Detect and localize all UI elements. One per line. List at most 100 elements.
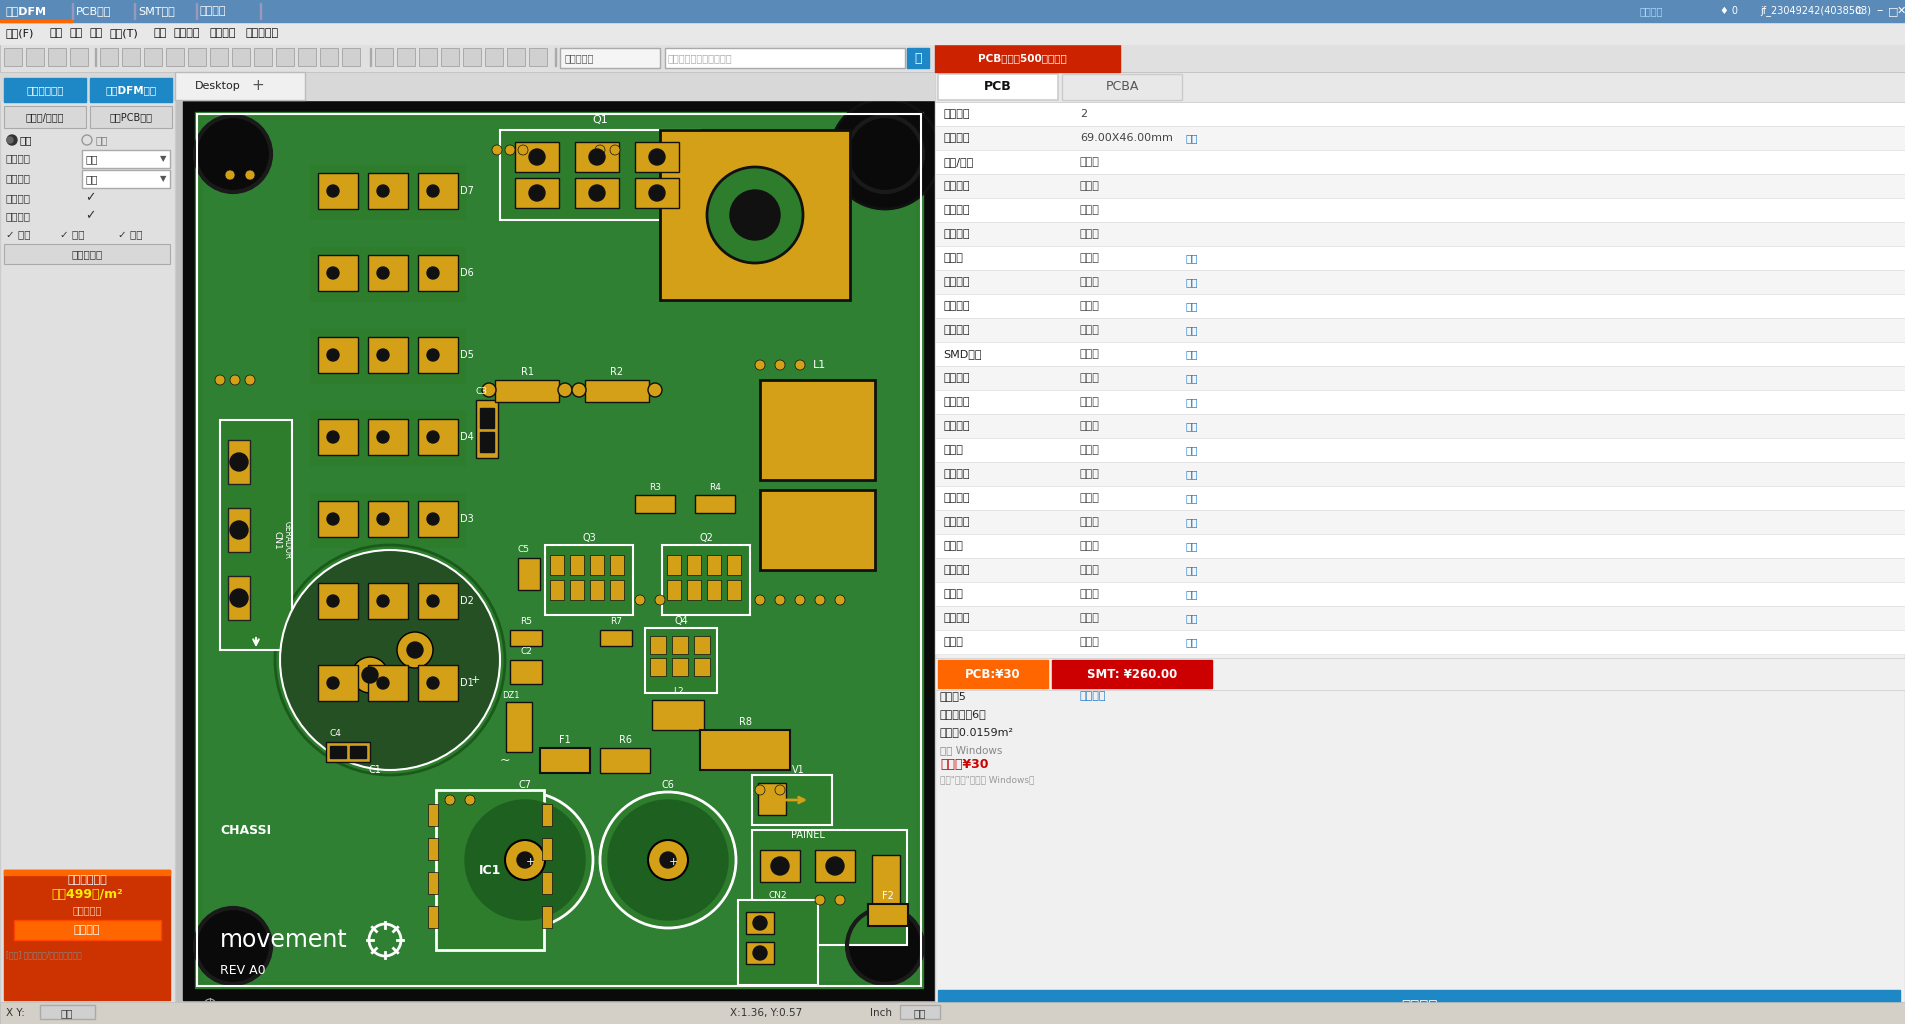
Bar bbox=[396, 48, 415, 66]
Bar bbox=[499, 130, 699, 220]
Bar bbox=[229, 440, 250, 484]
Bar bbox=[40, 1005, 95, 1019]
Bar bbox=[872, 855, 899, 905]
Text: C4: C4 bbox=[330, 729, 341, 738]
Bar bbox=[0, 72, 1905, 100]
Bar bbox=[368, 255, 408, 291]
Text: SMT计价: SMT计价 bbox=[137, 6, 175, 16]
Circle shape bbox=[752, 946, 768, 961]
Bar bbox=[514, 178, 558, 208]
Circle shape bbox=[730, 190, 779, 240]
Text: 元器件型号、描述、参数: 元器件型号、描述、参数 bbox=[669, 53, 733, 63]
Text: ✓: ✓ bbox=[86, 210, 95, 222]
Circle shape bbox=[427, 431, 438, 443]
Circle shape bbox=[648, 383, 663, 397]
Bar bbox=[0, 22, 1905, 44]
Text: Q1: Q1 bbox=[592, 115, 608, 125]
Text: SMD间距: SMD间距 bbox=[943, 349, 981, 359]
Circle shape bbox=[794, 595, 806, 605]
Text: C2: C2 bbox=[520, 647, 531, 656]
Text: 未分析: 未分析 bbox=[1080, 469, 1099, 479]
Text: Q4: Q4 bbox=[674, 616, 688, 626]
Circle shape bbox=[572, 383, 587, 397]
Circle shape bbox=[754, 595, 766, 605]
Text: 设计图/仿真图: 设计图/仿真图 bbox=[27, 112, 65, 122]
Text: 未分析: 未分析 bbox=[1080, 373, 1099, 383]
Bar bbox=[935, 44, 1120, 72]
Circle shape bbox=[408, 642, 423, 658]
Text: C3: C3 bbox=[476, 387, 488, 396]
Text: 孔上焊盘: 孔上焊盘 bbox=[943, 517, 970, 527]
Circle shape bbox=[815, 595, 825, 605]
Circle shape bbox=[204, 124, 263, 184]
Text: 孔到线: 孔到线 bbox=[943, 445, 962, 455]
Text: R3: R3 bbox=[650, 482, 661, 492]
Text: 建议反馈: 建议反馈 bbox=[1640, 6, 1663, 16]
Circle shape bbox=[328, 677, 339, 689]
Circle shape bbox=[465, 795, 474, 805]
Circle shape bbox=[427, 185, 438, 197]
Bar bbox=[417, 583, 457, 618]
Bar bbox=[518, 558, 539, 590]
Text: 钻孔孔径: 钻孔孔径 bbox=[943, 565, 970, 575]
Bar bbox=[747, 912, 773, 934]
Bar bbox=[0, 1002, 1905, 1024]
Circle shape bbox=[610, 145, 619, 155]
Text: 网格铺铜: 网格铺铜 bbox=[943, 397, 970, 407]
Circle shape bbox=[328, 431, 339, 443]
Circle shape bbox=[8, 137, 13, 143]
Bar bbox=[600, 748, 650, 773]
Text: 未分析: 未分析 bbox=[1080, 325, 1099, 335]
Bar bbox=[935, 198, 1905, 222]
Bar bbox=[634, 178, 678, 208]
Bar bbox=[543, 838, 552, 860]
Circle shape bbox=[246, 375, 255, 385]
Text: Desktop: Desktop bbox=[194, 81, 240, 91]
Text: 板子尺寸: 板子尺寸 bbox=[943, 133, 970, 143]
Text: 查看: 查看 bbox=[1185, 325, 1198, 335]
Text: ✓ 本体: ✓ 本体 bbox=[59, 229, 84, 239]
Circle shape bbox=[772, 857, 789, 874]
Circle shape bbox=[427, 513, 438, 525]
Circle shape bbox=[600, 792, 735, 928]
Bar bbox=[318, 583, 358, 618]
Text: 数量：5: 数量：5 bbox=[939, 691, 968, 701]
Bar bbox=[935, 246, 1905, 270]
Bar bbox=[417, 665, 457, 701]
Bar bbox=[210, 48, 229, 66]
Text: C1: C1 bbox=[368, 765, 381, 775]
Text: 确定: 确定 bbox=[61, 1008, 72, 1018]
Text: 视图: 视图 bbox=[70, 28, 84, 38]
Text: +: + bbox=[669, 857, 678, 867]
Bar bbox=[204, 120, 914, 980]
Text: 焊盘大小: 焊盘大小 bbox=[943, 373, 970, 383]
Bar bbox=[899, 1005, 939, 1019]
Bar bbox=[417, 173, 457, 209]
Circle shape bbox=[775, 785, 785, 795]
Text: R8: R8 bbox=[739, 717, 751, 727]
Bar bbox=[495, 380, 558, 402]
Bar bbox=[480, 432, 493, 452]
Text: PCB计价: PCB计价 bbox=[76, 6, 110, 16]
Bar bbox=[219, 420, 291, 650]
Bar bbox=[4, 870, 170, 1000]
Circle shape bbox=[427, 349, 438, 361]
Bar bbox=[4, 106, 86, 128]
Bar bbox=[70, 48, 88, 66]
Bar bbox=[760, 850, 800, 882]
Circle shape bbox=[482, 383, 495, 397]
Bar bbox=[935, 486, 1905, 510]
Circle shape bbox=[215, 375, 225, 385]
Text: 转到"设置"以激活 Windows。: 转到"设置"以激活 Windows。 bbox=[939, 775, 1034, 784]
Text: GERADOR: GERADOR bbox=[282, 521, 291, 559]
Circle shape bbox=[855, 916, 914, 976]
Bar bbox=[368, 583, 408, 618]
Text: PCB: PCB bbox=[985, 81, 1012, 93]
Bar bbox=[320, 48, 337, 66]
Bar bbox=[707, 555, 720, 575]
Bar bbox=[0, 0, 1905, 22]
Bar bbox=[486, 48, 503, 66]
Bar bbox=[935, 390, 1905, 414]
Circle shape bbox=[280, 550, 499, 770]
Circle shape bbox=[194, 908, 271, 984]
